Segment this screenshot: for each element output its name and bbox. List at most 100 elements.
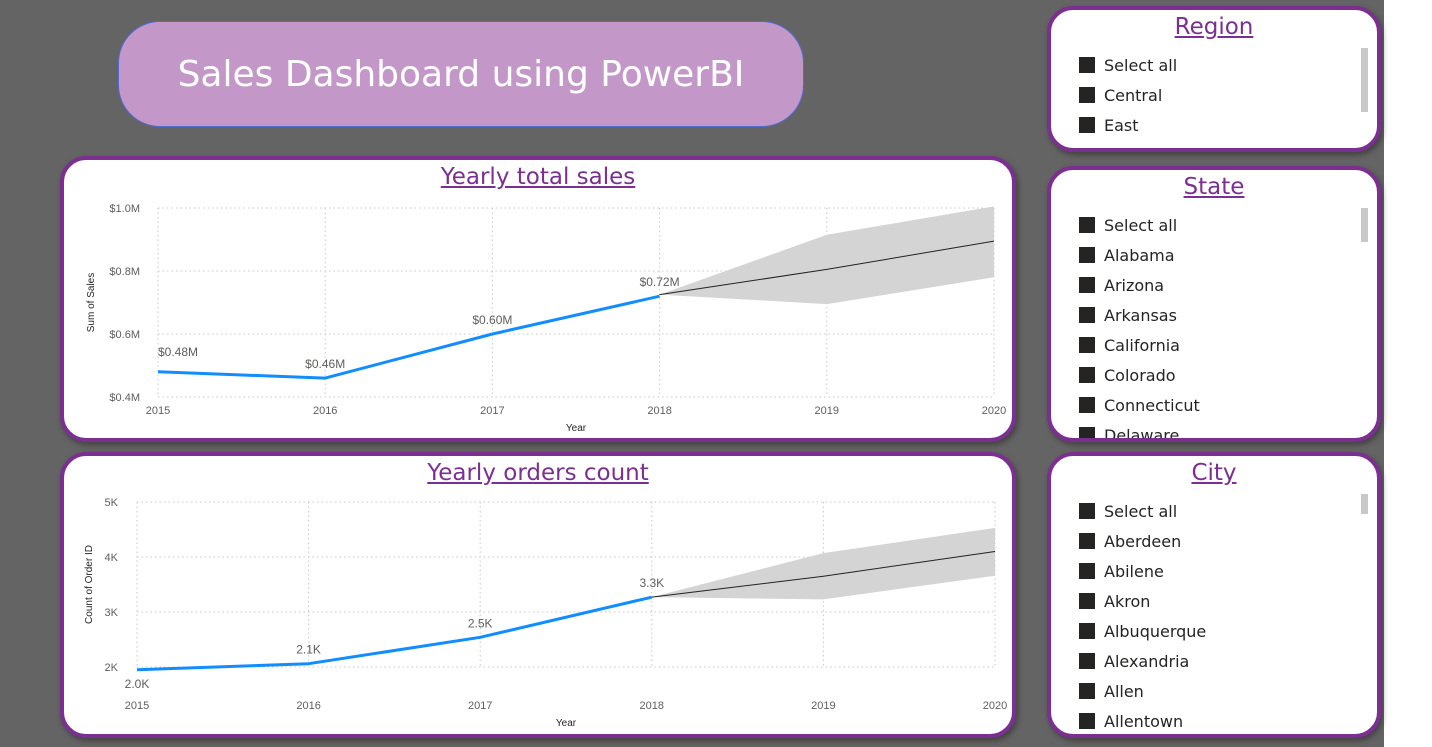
yearly-sales-chart[interactable]: $0.4M $0.6M $0.8M $1.0M 2015 2016 2017 2018 2019… [64,160,1012,438]
series-line [136,595,653,672]
checkbox-icon[interactable] [1079,533,1095,549]
city-item-akron[interactable]: Akron [1079,586,1349,616]
city-item-alexandria[interactable]: Alexandria [1079,646,1349,676]
x-tick-label: 2018 [647,405,671,417]
forecast-band [659,206,994,305]
city-item-allen[interactable]: Allen [1079,676,1349,706]
yearly-orders-chart[interactable]: 2K 3K 4K 5K 2015 2016 2017 2018 2019 2020 2.0K 2.1K… [64,456,1012,734]
checkbox-icon[interactable] [1079,593,1095,609]
x-tick-label: 2016 [296,700,320,712]
state-item-select-all[interactable]: Select all [1079,210,1349,240]
checkbox-icon[interactable] [1079,117,1095,133]
slicer-item-label: Arizona [1104,275,1165,295]
state-item-arizona[interactable]: Arizona [1079,270,1349,300]
slicer-item-label: Arkansas [1104,305,1177,325]
checkbox-icon[interactable] [1079,337,1095,353]
state-slicer-title: State [1183,174,1245,200]
yearly-sales-title: Yearly total sales [440,164,636,190]
x-tick-label: 2020 [983,700,1007,712]
yearly-sales-card[interactable]: Yearly total sales $0.4M $0.6M $0.8M $1.0M 2… [60,156,1016,442]
data-label: 2.1K [296,643,321,657]
y-tick-label: $0.4M [109,392,140,404]
checkbox-icon[interactable] [1079,277,1095,293]
x-tick-label: 2018 [640,700,664,712]
slicer-item-label: Allen [1104,681,1144,701]
city-slicer-title: City [1191,460,1237,486]
slicer-item-label: Alabama [1104,245,1175,265]
y-tick-label: 4K [105,552,119,564]
slicer-item-label: Connecticut [1104,395,1200,415]
checkbox-icon[interactable] [1079,57,1095,73]
region-item-east[interactable]: East [1079,110,1349,140]
checkbox-icon[interactable] [1079,503,1095,519]
city-item-albuquerque[interactable]: Albuquerque [1079,616,1349,646]
x-tick-label: 2015 [125,700,149,712]
city-item-select-all[interactable]: Select all [1079,496,1349,526]
yearly-orders-title: Yearly orders count [427,460,649,486]
x-axis-title: Year [556,718,577,729]
slicer-item-label: Abilene [1104,561,1164,581]
state-item-connecticut[interactable]: Connecticut [1079,390,1349,420]
checkbox-icon[interactable] [1079,713,1095,729]
data-label: 2.5K [468,616,493,630]
checkbox-icon[interactable] [1079,307,1095,323]
state-list: Select all Alabama Arizona Arkansas Cali… [1079,210,1349,442]
forecast-line [659,240,995,296]
x-tick-label: 2019 [811,700,835,712]
y-tick-label: 5K [105,497,119,509]
slicer-item-label: Central [1104,85,1163,105]
dashboard-title: Sales Dashboard using PowerBI [177,53,745,95]
data-label: $0.48M [158,345,198,359]
checkbox-icon[interactable] [1079,683,1095,699]
city-item-aberdeen[interactable]: Aberdeen [1079,526,1349,556]
dashboard-title-box: Sales Dashboard using PowerBI [118,21,804,127]
state-slicer[interactable]: State Select all Alabama Arizona Arkansa… [1047,166,1381,442]
state-item-arkansas[interactable]: Arkansas [1079,300,1349,330]
checkbox-icon[interactable] [1079,653,1095,669]
city-scrollbar[interactable] [1361,494,1368,514]
slicer-item-label: Delaware [1104,425,1180,442]
canvas-right-edge [1384,0,1432,747]
checkbox-icon[interactable] [1079,563,1095,579]
y-tick-label: 2K [105,662,119,674]
checkbox-icon[interactable] [1079,427,1095,438]
state-scrollbar[interactable] [1361,208,1368,242]
x-tick-label: 2016 [313,405,337,417]
slicer-item-label: Aberdeen [1104,531,1182,551]
state-item-delaware[interactable]: Delaware [1079,420,1349,442]
slicer-item-label: Allentown [1104,711,1184,731]
region-item-select-all[interactable]: Select all [1079,50,1349,80]
checkbox-icon[interactable] [1079,367,1095,383]
checkbox-icon[interactable] [1079,623,1095,639]
checkbox-icon[interactable] [1079,217,1095,233]
forecast-line [651,551,996,598]
x-tick-label: 2020 [982,405,1006,417]
checkbox-icon[interactable] [1079,87,1095,103]
x-tick-label: 2017 [480,405,504,417]
state-item-california[interactable]: California [1079,330,1349,360]
yearly-orders-card[interactable]: Yearly orders count 2K 3K 4K 5K 2015 2016 2017… [60,452,1016,738]
state-item-colorado[interactable]: Colorado [1079,360,1349,390]
data-label: $0.60M [472,313,512,327]
slicer-item-label: Colorado [1104,365,1176,385]
data-label: $0.46M [305,357,345,371]
checkbox-icon[interactable] [1079,397,1095,413]
forecast-band [651,527,995,600]
region-scrollbar[interactable] [1361,48,1368,112]
city-item-allentown[interactable]: Allentown [1079,706,1349,734]
region-slicer[interactable]: Region Select all Central East [1047,6,1381,152]
state-item-alabama[interactable]: Alabama [1079,240,1349,270]
city-item-abilene[interactable]: Abilene [1079,556,1349,586]
y-tick-label: 3K [105,607,119,619]
y-tick-label: $1.0M [109,203,140,215]
region-list: Select all Central East [1079,50,1349,140]
slicer-item-label: Select all [1104,501,1178,521]
region-item-central[interactable]: Central [1079,80,1349,110]
checkbox-icon[interactable] [1079,247,1095,263]
city-slicer[interactable]: City Select all Aberdeen Abilene Akron A… [1047,452,1381,738]
slicer-item-label: Select all [1104,55,1178,75]
x-tick-label: 2017 [468,700,492,712]
series-line [157,294,660,380]
slicer-item-label: Akron [1104,591,1151,611]
data-label: 3.3K [639,576,664,590]
